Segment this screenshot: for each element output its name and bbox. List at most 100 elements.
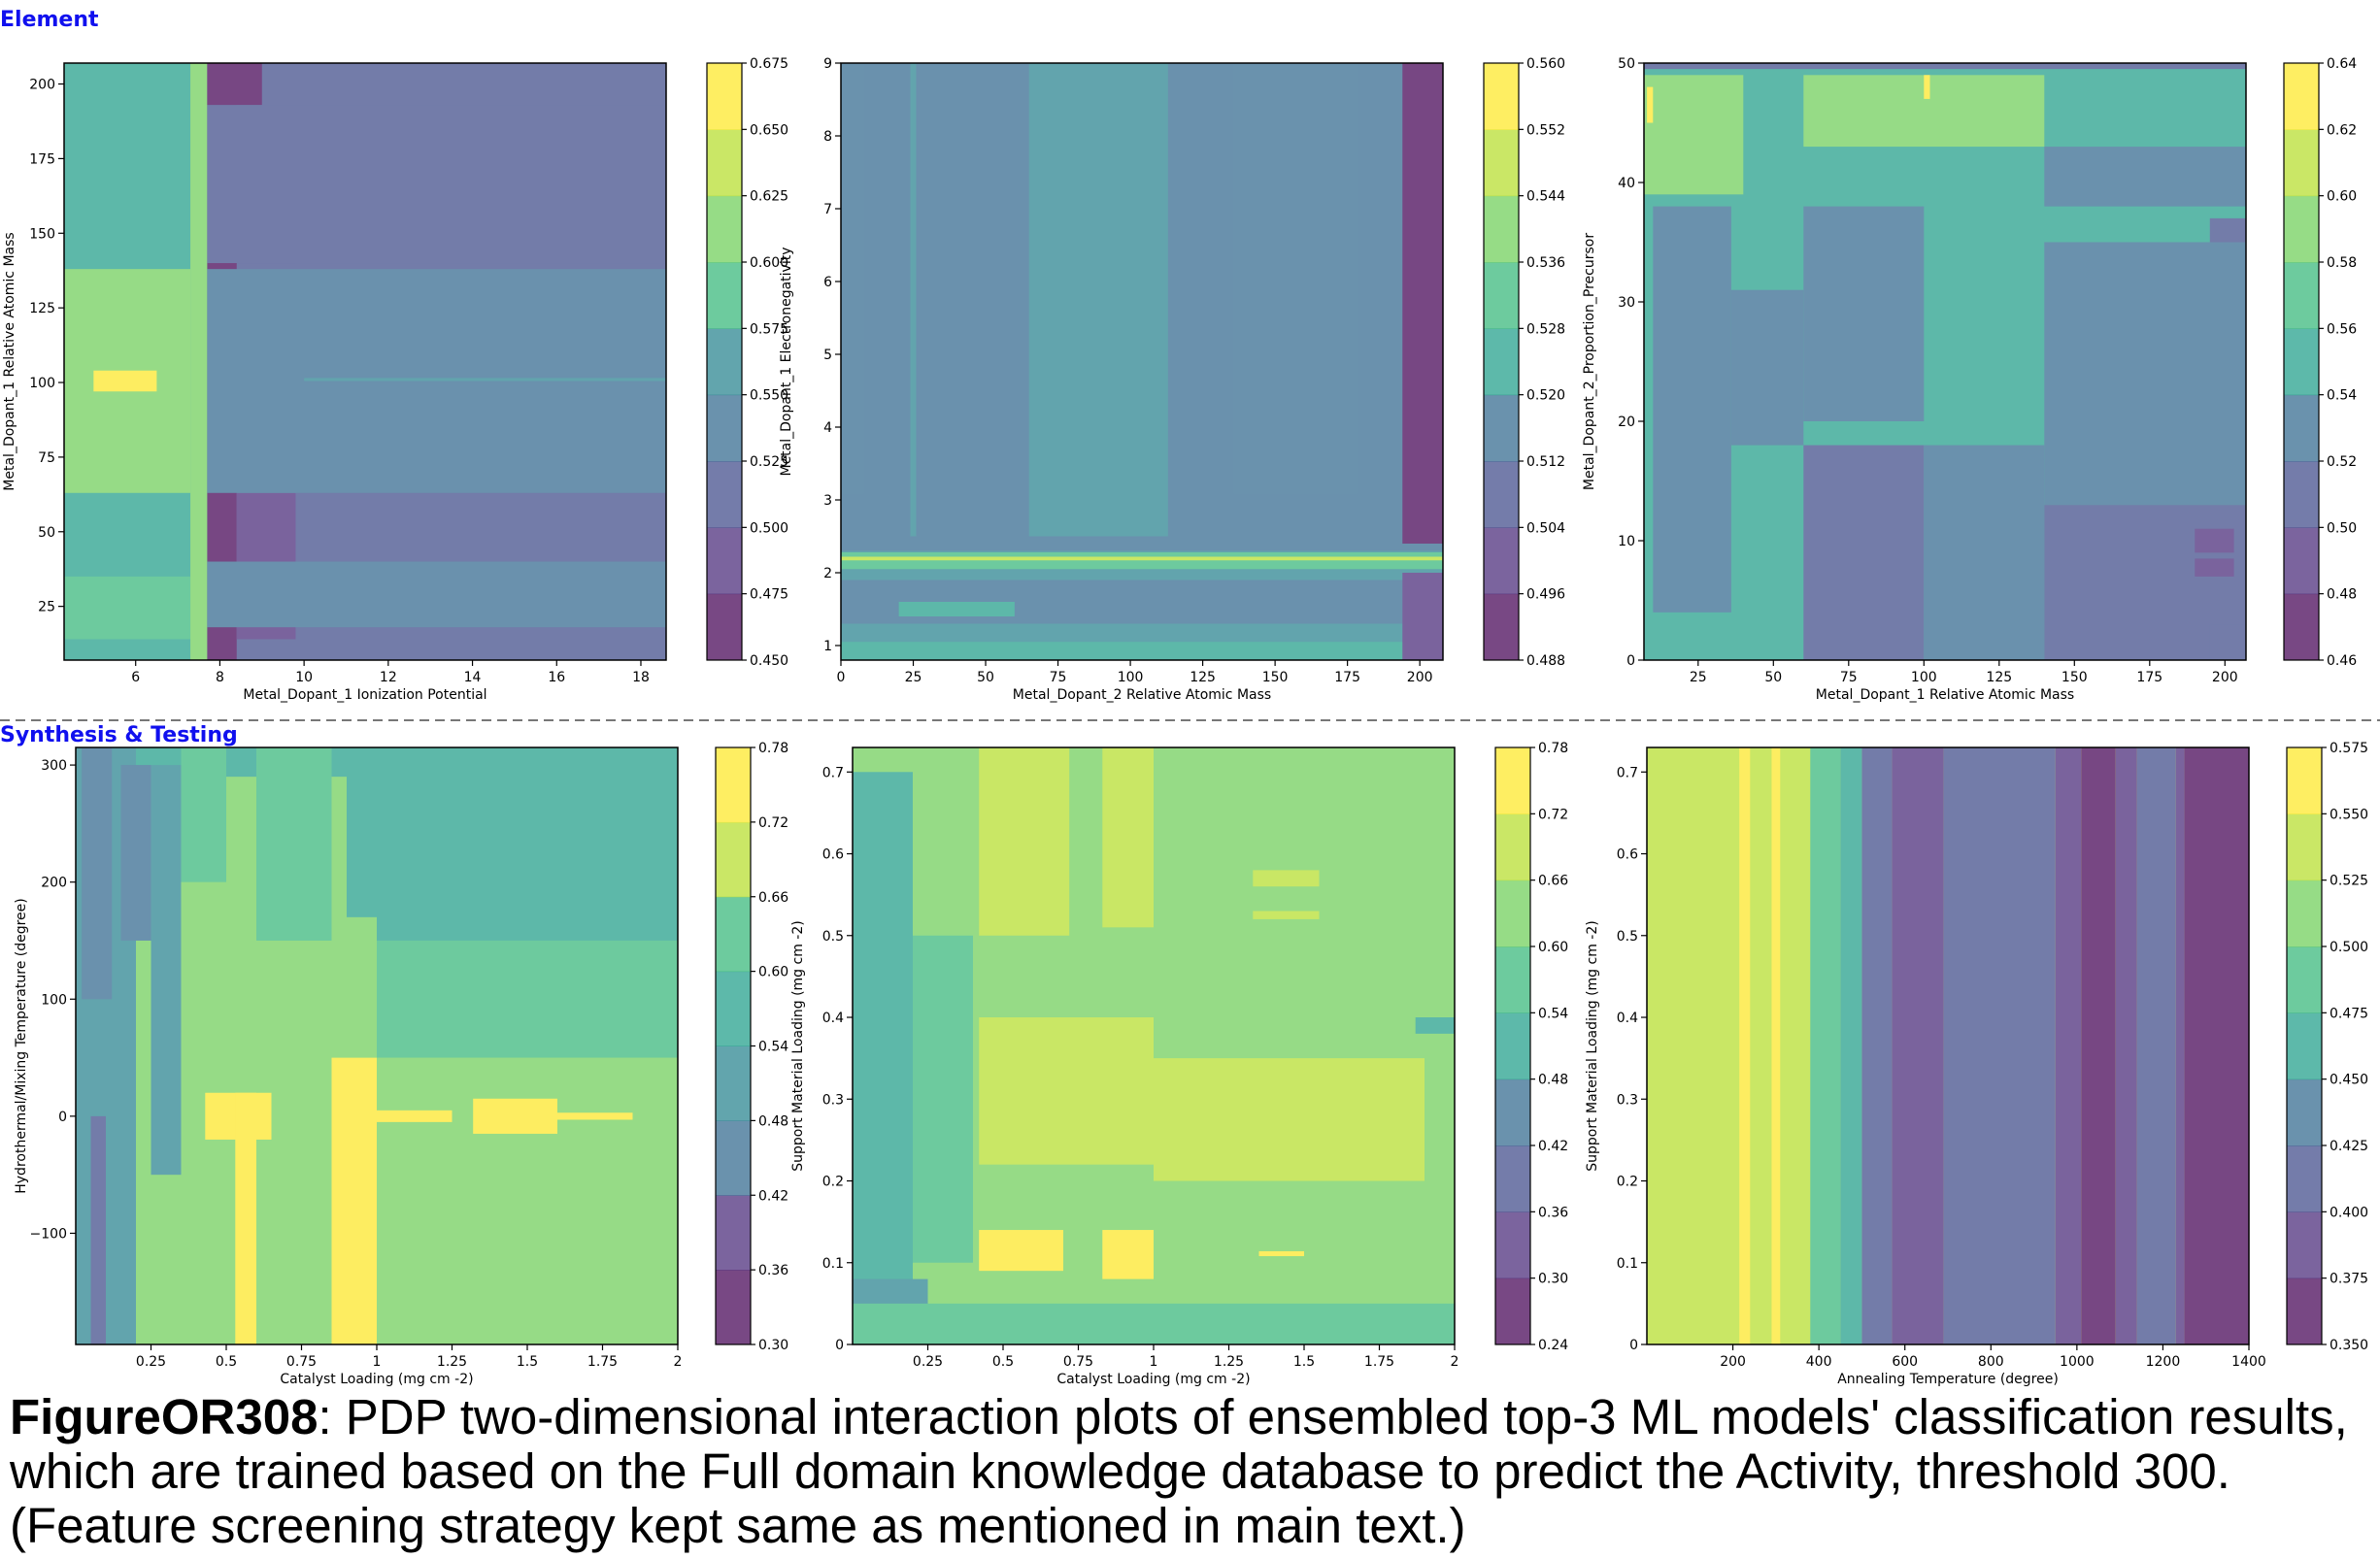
colorbar-tick-label: 0.500 — [750, 520, 788, 536]
colorbar-tick-label: 0.54 — [2327, 388, 2357, 404]
colorbar-tick-label: 0.48 — [2327, 587, 2357, 603]
colorbar-segment — [1495, 1078, 1530, 1146]
plot-area — [1647, 747, 2249, 1344]
colorbar-segment — [707, 527, 742, 595]
x-tick-label: 200 — [1720, 1354, 1746, 1370]
colorbar-tick-label: 0.625 — [750, 189, 788, 205]
contour-region — [841, 642, 1443, 660]
colorbar-tick-label: 0.56 — [2327, 321, 2357, 337]
contour-region — [181, 747, 226, 882]
colorbar-tick-label: 0.60 — [1538, 940, 1568, 955]
y-tick-label: 300 — [41, 758, 67, 774]
x-tick-label: 0.75 — [286, 1354, 317, 1370]
x-tick-label: 1.25 — [437, 1354, 467, 1370]
contour-region — [1028, 63, 1168, 537]
colorbar-segment — [2287, 1211, 2322, 1279]
colorbar-tick-label: 0.600 — [750, 255, 788, 271]
y-tick-label: 0.6 — [822, 847, 844, 863]
y-tick-label: 0.1 — [1617, 1256, 1638, 1272]
pdp-panel-4: 0.25 0.5 0.75 1 1.25 1.5 1.75 2 −100 0 100 200 300 Ca… — [14, 741, 788, 1387]
colorbar-segment — [707, 262, 742, 329]
y-tick-label: 0.6 — [1617, 847, 1638, 863]
y-tick-label: 125 — [29, 301, 55, 316]
contour-region — [1258, 1250, 1304, 1257]
colorbar: 0.450 0.475 0.500 0.525 0.550 0.575 0.600 0.625… — [706, 56, 788, 669]
colorbar-segment — [2284, 262, 2319, 329]
contour-region — [256, 747, 332, 941]
contour-region — [1861, 747, 1893, 1344]
colorbar-tick-label: 0.488 — [1526, 653, 1565, 669]
x-tick-label: 100 — [1118, 670, 1144, 685]
x-tick-label: 0.75 — [1063, 1354, 1093, 1370]
colorbar-tick-label: 0.504 — [1526, 520, 1565, 536]
contour-region — [1924, 445, 2045, 660]
colorbar-tick-label: 0.30 — [1538, 1272, 1568, 1287]
colorbar-segment — [707, 129, 742, 197]
x-tick-label: 75 — [1050, 670, 1067, 685]
colorbar-frame — [706, 62, 743, 661]
x-tick-label: 50 — [977, 670, 994, 685]
caption-figure-id: FigureOR308 — [10, 1389, 318, 1444]
colorbar-tick-label: 0.30 — [758, 1338, 788, 1353]
colorbar-segment — [2284, 593, 2319, 661]
colorbar-segment — [1495, 1211, 1530, 1279]
figure-caption: FigureOR308: PDP two-dimensional interac… — [10, 1390, 2369, 1553]
x-tick-label: 175 — [2136, 670, 2162, 685]
x-tick-label: 600 — [1892, 1354, 1918, 1370]
colorbar-segment — [2284, 394, 2319, 462]
contour-region — [1653, 206, 1731, 613]
colorbar-segment — [1484, 394, 1519, 462]
colorbar-tick-label: 0.24 — [1538, 1338, 1568, 1353]
contour-region — [1810, 747, 1841, 1344]
y-tick-label: 5 — [823, 348, 832, 363]
contour-region — [190, 63, 208, 660]
contour-region — [2195, 528, 2234, 553]
x-tick-label: 0.5 — [992, 1354, 1014, 1370]
x-tick-label: 125 — [1190, 670, 1216, 685]
y-tick-label: 1 — [823, 639, 832, 654]
caption-text: : PDP two-dimensional interaction plots … — [10, 1389, 2348, 1553]
colorbar-tick-label: 0.450 — [2330, 1073, 2368, 1088]
y-tick-label: 7 — [823, 202, 832, 217]
contour-region — [1730, 289, 1804, 446]
colorbar-tick-label: 0.72 — [758, 815, 788, 831]
colorbar-segment — [2284, 328, 2319, 396]
colorbar-segment — [716, 971, 751, 1046]
colorbar: 0.24 0.30 0.36 0.42 0.48 0.54 0.60 0.66 0.72 0.78 — [1494, 741, 1568, 1353]
x-tick-label: 1 — [373, 1354, 382, 1370]
colorbar-segment — [707, 394, 742, 462]
plot-frame — [63, 62, 667, 661]
contour-region — [1644, 63, 2246, 70]
colorbar-tick-label: 0.42 — [758, 1188, 788, 1204]
colorbar-segment — [2284, 63, 2319, 130]
contour-region — [1803, 445, 1925, 660]
contour-region — [64, 576, 191, 640]
contour-region — [304, 378, 666, 381]
plot-frame — [1643, 62, 2247, 661]
colorbar-segment — [1484, 195, 1519, 263]
y-tick-label: 40 — [1618, 176, 1635, 191]
x-tick-label: 50 — [1764, 670, 1782, 685]
x-tick-label: 25 — [905, 670, 922, 685]
y-tick-label: 20 — [1618, 415, 1635, 430]
colorbar-tick-label: 0.66 — [758, 890, 788, 906]
plot-area — [64, 63, 666, 660]
y-axis-label: Metal_Dopant_2_Proportion_Precursor — [1582, 233, 1597, 490]
colorbar-segment — [2287, 879, 2322, 947]
contour-region — [841, 556, 1443, 561]
colorbar-segment — [716, 1195, 751, 1271]
x-tick-label: 125 — [1986, 670, 2012, 685]
colorbar-tick-label: 0.536 — [1526, 255, 1565, 271]
y-tick-label: 4 — [823, 420, 832, 436]
contour-region — [2136, 747, 2176, 1344]
contour-region — [2184, 747, 2249, 1344]
x-axis-label: Metal_Dopant_1 Relative Atomic Mass — [1816, 687, 2074, 703]
pdp-panel-2: 0 25 50 75 100 125 150 175 200 1 2 3 4 5 6 7 8 9 Metal_Dop… — [779, 56, 1565, 703]
contour-region — [1402, 573, 1443, 660]
y-tick-label: 0.2 — [1617, 1175, 1638, 1190]
colorbar-segment — [1495, 813, 1530, 881]
colorbar-frame — [1483, 62, 1520, 661]
x-tick-label: 25 — [1690, 670, 1707, 685]
x-tick-label: 0.5 — [216, 1354, 237, 1370]
contour-region — [1739, 747, 1751, 1344]
